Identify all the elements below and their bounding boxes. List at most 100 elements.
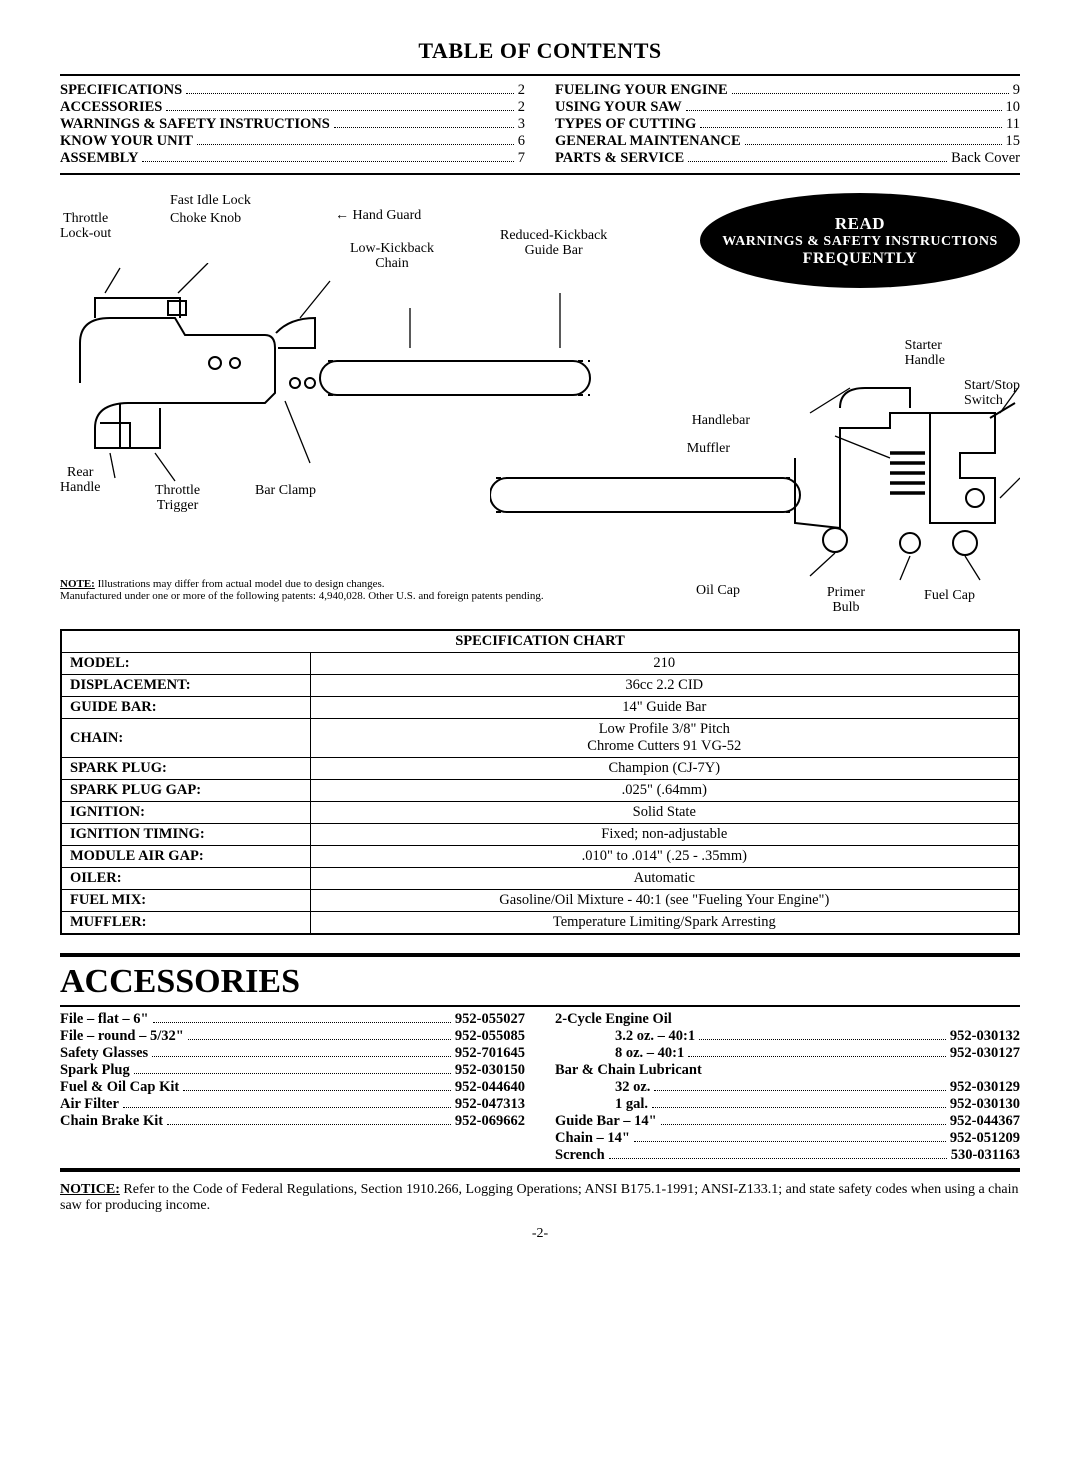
accessory-label: Fuel & Oil Cap Kit — [60, 1079, 179, 1096]
table-row: SPARK PLUG GAP:.025" (.64mm) — [61, 780, 1019, 802]
accessory-row: 32 oz.952-030129 — [555, 1079, 1020, 1096]
accessory-row: Safety Glasses952-701645 — [60, 1045, 525, 1062]
accessory-label: 3.2 oz. – 40:1 — [615, 1028, 695, 1045]
accessory-row: 1 gal. 952-030130 — [555, 1096, 1020, 1113]
table-row: SPARK PLUG:Champion (CJ-7Y) — [61, 758, 1019, 780]
label-rear-handle: Rear Handle — [60, 465, 100, 496]
toc-label: WARNINGS & SAFETY INSTRUCTIONS — [60, 116, 330, 133]
accessory-row: Scrench 530-031163 — [555, 1147, 1020, 1164]
toc-label: TYPES OF CUTTING — [555, 116, 696, 133]
spec-key: IGNITION TIMING: — [61, 824, 310, 846]
accessory-label: Chain Brake Kit — [60, 1113, 163, 1130]
accessory-label: Air Filter — [60, 1096, 119, 1113]
toc-row: GENERAL MAINTENANCE15 — [555, 133, 1020, 150]
accessory-row: File – round – 5/32" 952-055085 — [60, 1028, 525, 1045]
table-row: MUFFLER:Temperature Limiting/Spark Arres… — [61, 912, 1019, 935]
toc-row: ACCESSORIES2 — [60, 99, 525, 116]
spec-value: Gasoline/Oil Mixture - 40:1 (see "Fuelin… — [310, 890, 1019, 912]
label-reduced-kickback: Reduced-Kickback Guide Bar — [500, 228, 607, 259]
accessories-title: ACCESSORIES — [60, 953, 1020, 1001]
spec-value: Solid State — [310, 802, 1019, 824]
label-throttle-trigger: Throttle Trigger — [155, 483, 200, 514]
spec-key: FUEL MIX: — [61, 890, 310, 912]
bubble-line2: WARNINGS & SAFETY INSTRUCTIONS — [700, 234, 1020, 250]
table-row: GUIDE BAR:14" Guide Bar — [61, 697, 1019, 719]
table-row: OILER:Automatic — [61, 868, 1019, 890]
toc-row: WARNINGS & SAFETY INSTRUCTIONS3 — [60, 116, 525, 133]
label-primer: Primer Bulb — [827, 585, 865, 616]
toc-label: ASSEMBLY — [60, 150, 138, 167]
warning-bubble: READ WARNINGS & SAFETY INSTRUCTIONS FREQ… — [700, 193, 1020, 288]
spec-key: MUFFLER: — [61, 912, 310, 935]
accessory-row: Guide Bar – 14"952-044367 — [555, 1113, 1020, 1130]
table-row: MODULE AIR GAP:.010" to .014" (.25 - .35… — [61, 846, 1019, 868]
spec-key: DISPLACEMENT: — [61, 675, 310, 697]
accessory-label: Safety Glasses — [60, 1045, 148, 1062]
bubble-line3: FREQUENTLY — [700, 250, 1020, 268]
accessory-label: Scrench — [555, 1147, 605, 1164]
toc-row: USING YOUR SAW 10 — [555, 99, 1020, 116]
accessory-label: File – flat – 6" — [60, 1011, 149, 1028]
diagram-note: NOTE: Illustrations may differ from actu… — [60, 578, 544, 602]
accessory-label: 32 oz. — [615, 1079, 650, 1096]
accessory-row: 3.2 oz. – 40:1 952-030132 — [555, 1028, 1020, 1045]
spec-value: .025" (.64mm) — [310, 780, 1019, 802]
spec-title: SPECIFICATION CHART — [61, 630, 1019, 653]
toc-page: 2 — [518, 99, 525, 116]
accessory-part: 952-055085 — [455, 1028, 525, 1045]
note-line2: Manufactured under one or more of the fo… — [60, 590, 544, 602]
spec-value: 210 — [310, 653, 1019, 675]
toc-page: Back Cover — [951, 150, 1020, 167]
acc-heading: Bar & Chain Lubricant — [555, 1062, 702, 1079]
toc-row: SPECIFICATIONS 2 — [60, 82, 525, 99]
toc-page: 10 — [1006, 99, 1021, 116]
acc-heading: 2-Cycle Engine Oil — [555, 1011, 672, 1028]
table-row: FUEL MIX:Gasoline/Oil Mixture - 40:1 (se… — [61, 890, 1019, 912]
spec-value: Champion (CJ-7Y) — [310, 758, 1019, 780]
accessory-part: 952-030127 — [950, 1045, 1020, 1062]
accessory-row: Chain Brake Kit 952-069662 — [60, 1113, 525, 1130]
label-fuel-cap: Fuel Cap — [924, 588, 975, 603]
toc-page: 7 — [518, 150, 525, 167]
spec-key: MODULE AIR GAP: — [61, 846, 310, 868]
spec-key: SPARK PLUG GAP: — [61, 780, 310, 802]
accessory-row: 8 oz. – 40:1 952-030127 — [555, 1045, 1020, 1062]
spec-value: .010" to .014" (.25 - .35mm) — [310, 846, 1019, 868]
accessories-list: File – flat – 6"952-055027File – round –… — [60, 1005, 1020, 1172]
accessory-label: Spark Plug — [60, 1062, 130, 1079]
accessory-label: Chain – 14" — [555, 1130, 630, 1147]
toc-page: 6 — [518, 133, 525, 150]
label-fast-idle: Fast Idle Lock — [170, 193, 251, 208]
spec-value: Low Profile 3/8" PitchChrome Cutters 91 … — [310, 719, 1019, 758]
accessory-label: 8 oz. – 40:1 — [615, 1045, 684, 1062]
toc-page: 9 — [1013, 82, 1020, 99]
table-row: IGNITION TIMING:Fixed; non-adjustable — [61, 824, 1019, 846]
toc-row: PARTS & SERVICEBack Cover — [555, 150, 1020, 167]
toc-page: 2 — [518, 82, 525, 99]
label-bar-clamp: Bar Clamp — [255, 483, 316, 498]
notice-text: Refer to the Code of Federal Regulations… — [60, 1182, 1018, 1213]
toc-row: TYPES OF CUTTING11 — [555, 116, 1020, 133]
spec-value: 36cc 2.2 CID — [310, 675, 1019, 697]
accessory-part: 530-031163 — [951, 1147, 1020, 1164]
toc-label: SPECIFICATIONS — [60, 82, 182, 99]
label-starter-handle: Starter Handle — [905, 338, 945, 369]
label-handlebar: Handlebar — [692, 413, 750, 428]
table-row: MODEL:210 — [61, 653, 1019, 675]
label-throttle-lockout: Throttle Lock-out — [60, 211, 111, 242]
accessory-label: File – round – 5/32" — [60, 1028, 184, 1045]
accessory-part: 952-069662 — [455, 1113, 525, 1130]
page-title: TABLE OF CONTENTS — [60, 38, 1020, 64]
accessory-row: Fuel & Oil Cap Kit 952-044640 — [60, 1079, 525, 1096]
accessory-part: 952-030130 — [950, 1096, 1020, 1113]
label-start-stop: Start/Stop Switch — [964, 378, 1020, 409]
page-number: -2- — [60, 1226, 1020, 1242]
accessory-label: Guide Bar – 14" — [555, 1113, 657, 1130]
accessory-part: 952-030132 — [950, 1028, 1020, 1045]
table-of-contents: SPECIFICATIONS 2ACCESSORIES2WARNINGS & SA… — [60, 74, 1020, 175]
accessory-label: 1 gal. — [615, 1096, 648, 1113]
toc-label: USING YOUR SAW — [555, 99, 682, 116]
spec-key: MODEL: — [61, 653, 310, 675]
accessory-part: 952-044640 — [455, 1079, 525, 1096]
accessory-part: 952-051209 — [950, 1130, 1020, 1147]
